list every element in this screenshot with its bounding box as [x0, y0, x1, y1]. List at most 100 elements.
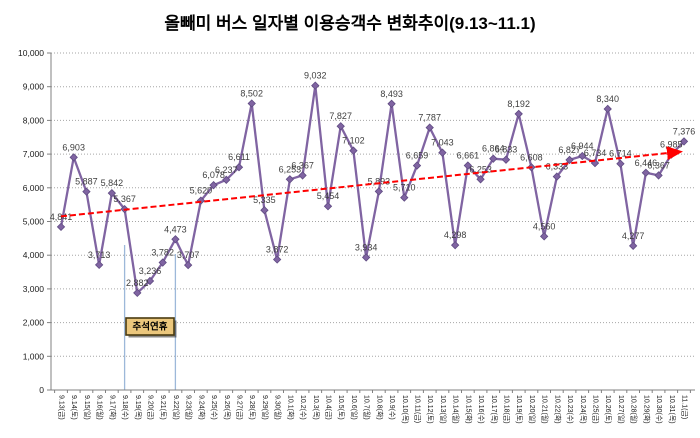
y-axis-label: 2,000 [23, 318, 45, 328]
data-point-marker [476, 175, 485, 184]
x-axis-label: 9.24(화) [197, 395, 205, 420]
data-point-marker [145, 276, 155, 286]
x-axis-label: 10.3(목) [312, 395, 320, 420]
data-label: 5,710 [393, 183, 416, 193]
x-axis-label: 10.12(토) [426, 395, 434, 424]
data-label: 5,367 [113, 194, 136, 204]
x-axis-label: 9.14(토) [70, 395, 78, 420]
x-axis-label: 9.16(월) [96, 395, 105, 420]
data-point-marker [183, 260, 193, 270]
x-axis-label: 10.21(월) [541, 395, 550, 424]
data-label: 3,934 [355, 242, 378, 252]
data-point-marker [82, 187, 91, 196]
data-label: 3,872 [266, 245, 289, 255]
data-label: 6,827 [558, 145, 581, 155]
data-label: 9,032 [304, 71, 327, 81]
data-label: 7,043 [431, 138, 454, 148]
y-axis-label: 10,000 [18, 48, 44, 58]
data-point-marker [400, 193, 409, 202]
data-point-marker [654, 171, 663, 180]
x-axis-label: 10.19(토) [515, 395, 523, 424]
x-axis-label: 11.1(금) [681, 395, 689, 419]
x-axis-label: 10.4(금) [325, 395, 333, 420]
x-axis-label: 10.27(일) [617, 395, 626, 424]
data-label: 6,944 [571, 141, 594, 151]
x-axis-label: 10.2(수) [299, 395, 307, 420]
data-label: 6,446 [635, 158, 658, 168]
x-axis-label: 9.26(목) [223, 395, 231, 420]
data-label: 4,560 [533, 221, 556, 231]
data-label: 3,707 [177, 250, 200, 260]
x-axis-label: 9.22(일) [172, 395, 181, 420]
data-point-marker [171, 235, 180, 244]
y-axis-label: 0 [39, 385, 44, 395]
data-label: 7,376 [673, 126, 696, 136]
data-label: 6,659 [406, 151, 429, 161]
data-label: 6,661 [457, 151, 480, 161]
data-point-marker [603, 104, 612, 114]
series-line [59, 84, 685, 295]
x-axis-label: 10.8(화) [375, 395, 383, 420]
trendline [60, 146, 683, 218]
x-axis-label: 10.28(월) [630, 395, 639, 424]
data-label: 6,714 [609, 149, 632, 159]
x-axis-label: 10.13(일) [439, 395, 448, 424]
y-axis-label: 4,000 [23, 250, 45, 260]
data-point-marker [336, 122, 345, 131]
data-label: 6,985 [660, 140, 683, 150]
x-axis-label: 10.25(금) [592, 395, 600, 424]
data-label: 8,192 [507, 99, 530, 109]
data-label: 5,887 [75, 177, 98, 187]
data-label: 8,340 [596, 94, 619, 104]
x-axis-label: 10.29(화) [642, 395, 650, 424]
data-point-marker [107, 188, 117, 198]
data-point-marker [247, 99, 256, 108]
x-axis-label: 10.20(일) [528, 395, 537, 424]
data-point-marker [463, 161, 473, 170]
data-label: 6,237 [215, 165, 238, 175]
data-point-marker [94, 260, 104, 270]
data-point-marker [552, 172, 562, 181]
data-point-marker [234, 163, 244, 172]
data-label: 4,298 [444, 230, 467, 240]
data-point-marker [387, 99, 396, 108]
data-label: 6,903 [62, 142, 85, 152]
data-point-marker [565, 155, 574, 165]
data-point-marker [425, 123, 434, 132]
x-axis-label: 10.23(수) [566, 395, 574, 424]
x-axis-label: 10.22(화) [553, 395, 561, 424]
data-point-marker [514, 109, 523, 119]
y-axis-label: 8,000 [23, 115, 45, 125]
data-point-marker [311, 81, 320, 90]
x-axis-label: 9.19(목) [134, 395, 142, 420]
data-label: 6,253 [469, 164, 492, 174]
data-label: 4,841 [50, 212, 73, 222]
y-axis-label: 7,000 [23, 149, 45, 159]
x-axis-label: 10.10(목) [401, 395, 409, 424]
x-axis-label: 9.25(수) [210, 395, 218, 420]
data-point-marker [489, 154, 498, 163]
x-axis-label: 10.9(수) [388, 395, 396, 420]
x-axis-label: 10.7(월) [363, 395, 372, 420]
data-point-marker [222, 175, 231, 184]
data-label: 5,454 [317, 191, 340, 201]
data-label: 6,253 [279, 164, 302, 174]
x-axis-label: 9.20(금) [147, 395, 155, 420]
data-point-marker [272, 255, 282, 264]
x-axis-label: 10.6(일) [350, 395, 359, 420]
chart-title: 올빼미 버스 일자별 이용승객수 변화추이(9.13~11.1) [164, 14, 536, 33]
data-label: 8,493 [380, 89, 403, 99]
data-point-marker [69, 153, 78, 162]
x-axis-label: 10.5(토) [337, 395, 345, 420]
x-axis-label: 10.1(화) [286, 395, 294, 420]
data-label: 6,367 [291, 160, 314, 170]
data-point-marker [158, 258, 167, 267]
x-axis-label: 10.18(금) [503, 395, 511, 424]
data-label: 6,078 [202, 170, 225, 180]
data-label: 3,782 [151, 248, 174, 258]
data-point-marker [539, 232, 549, 241]
data-point-marker [298, 171, 307, 180]
data-label: 2,882 [126, 278, 149, 288]
chuseok-annotation-label: 추석연휴 [133, 321, 168, 333]
